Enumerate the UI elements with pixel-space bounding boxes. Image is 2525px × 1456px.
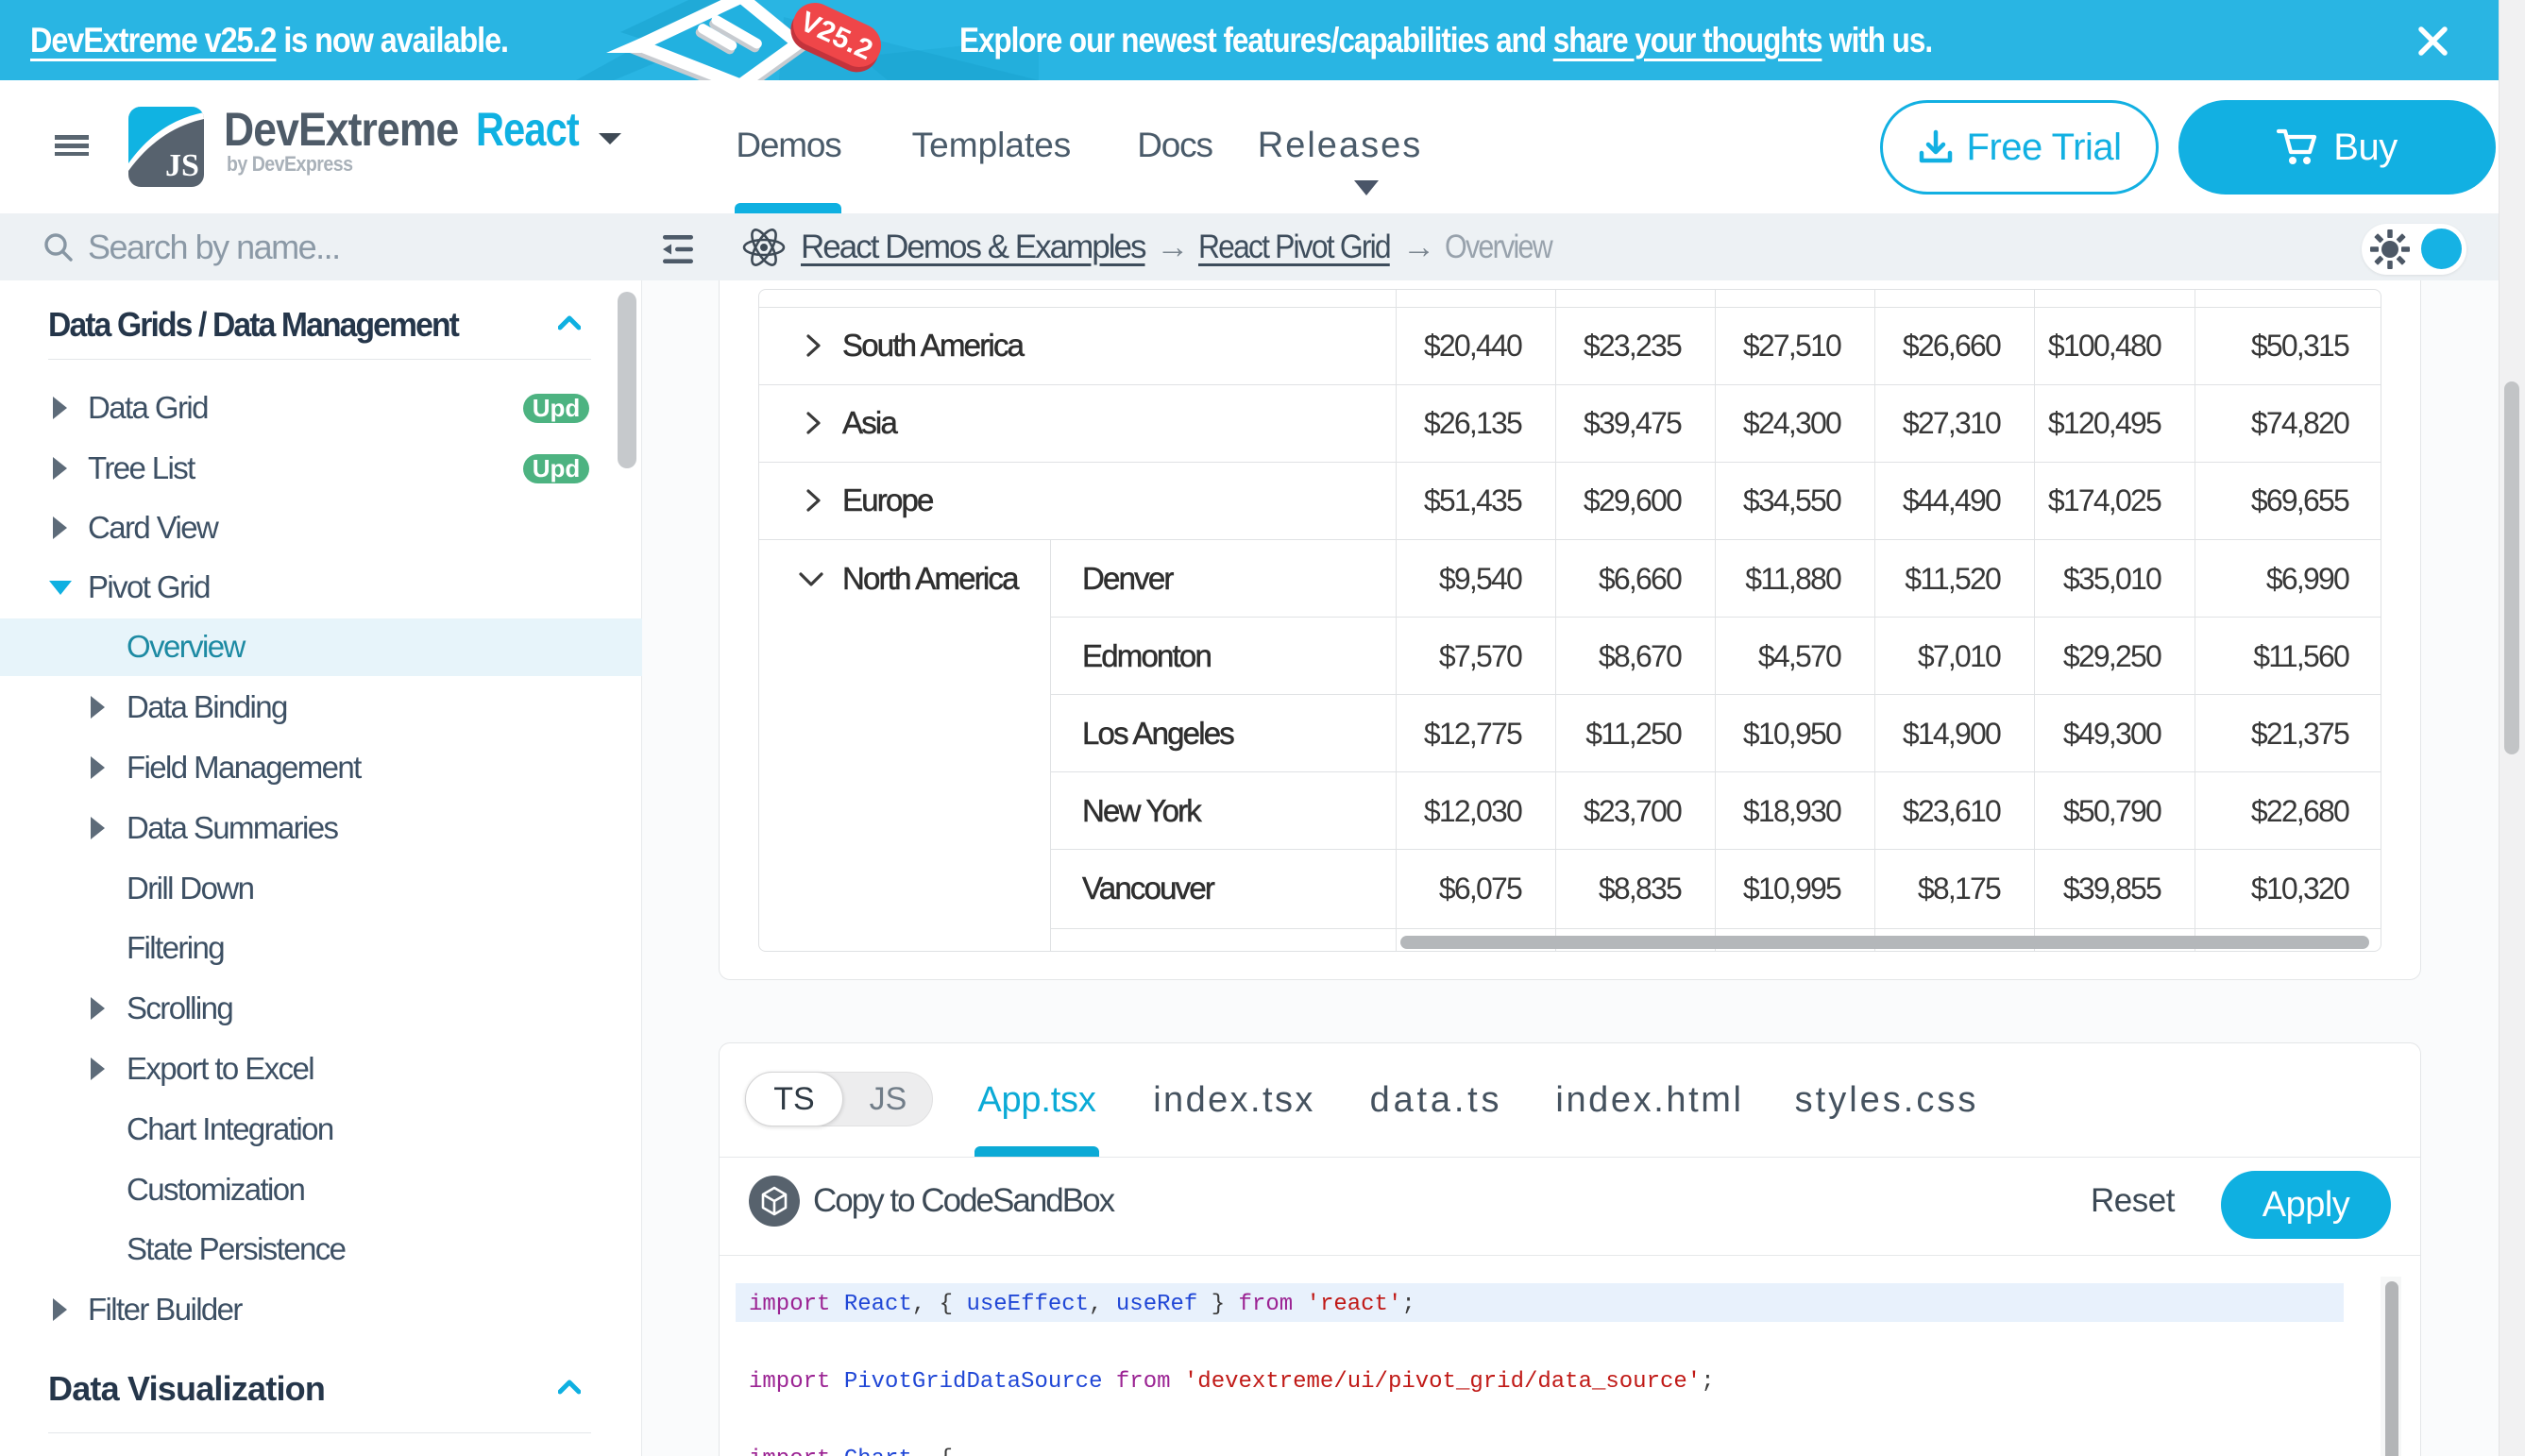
svg-text:JS: JS xyxy=(165,148,199,183)
